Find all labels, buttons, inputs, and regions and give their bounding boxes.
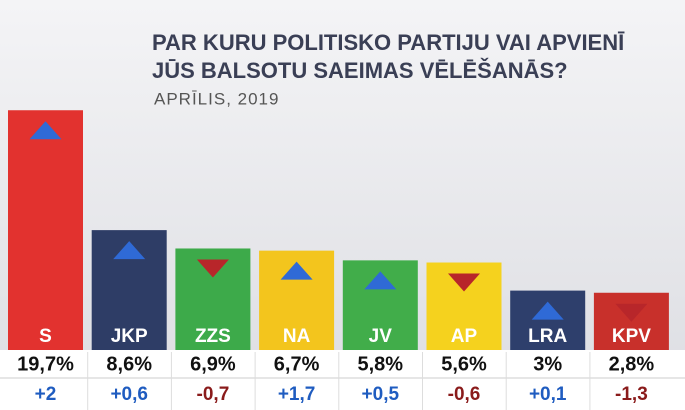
value-label: 3% — [533, 353, 562, 375]
value-label: 19,7% — [17, 353, 74, 375]
category-label: KPV — [612, 326, 651, 347]
category-label-bg — [342, 323, 418, 350]
value-label: 6,7% — [274, 353, 320, 375]
bar — [342, 260, 418, 323]
change-arrow — [364, 271, 397, 290]
chart-subtitle: APRĪLIS, 2019 — [154, 89, 279, 108]
change-label: +0,6 — [110, 384, 148, 405]
category-label: LRA — [528, 326, 567, 347]
chart-title: PAR KURU POLITISKO PARTIJU VAI APVIENĪ — [152, 30, 625, 55]
change-arrow — [448, 273, 480, 292]
category-label: AP — [451, 326, 478, 347]
value-label: 2,8% — [609, 353, 655, 375]
category-label-bg — [91, 323, 167, 350]
bar — [426, 262, 502, 323]
bar — [8, 110, 83, 324]
category-label-bg — [175, 323, 251, 350]
change-label: +0,1 — [529, 384, 567, 405]
change-arrow — [196, 259, 229, 278]
value-label: 8,6% — [106, 353, 152, 375]
change-label: +0,5 — [362, 384, 400, 405]
change-arrow — [29, 121, 62, 140]
bar — [259, 250, 335, 323]
change-arrow — [113, 241, 146, 260]
change-label: +1,7 — [278, 384, 316, 405]
value-label: 5,8% — [358, 353, 404, 375]
change-label: -0,7 — [197, 384, 230, 405]
category-label-bg — [426, 323, 502, 350]
change-label: -1,3 — [615, 384, 648, 405]
chart-title: JŪS BALSOTU SAEIMAS VĒLĒŠANĀS? — [152, 58, 568, 83]
change-arrow — [531, 301, 564, 320]
category-label: ZZS — [195, 326, 231, 347]
category-label: JV — [369, 326, 393, 347]
change-label: -0,6 — [448, 384, 481, 405]
table-bg — [0, 350, 685, 410]
change-label: +2 — [35, 384, 57, 405]
category-label-bg — [510, 323, 586, 350]
value-label: 5,6% — [441, 353, 487, 375]
value-label: 6,9% — [190, 353, 236, 375]
category-label-bg — [259, 323, 335, 350]
category-label: JKP — [111, 326, 148, 347]
category-label: S — [39, 326, 52, 347]
change-arrow — [615, 303, 648, 322]
category-label-bg — [8, 323, 83, 350]
change-arrow — [280, 261, 313, 280]
category-label-bg — [593, 323, 669, 350]
category-label: NA — [283, 326, 311, 347]
